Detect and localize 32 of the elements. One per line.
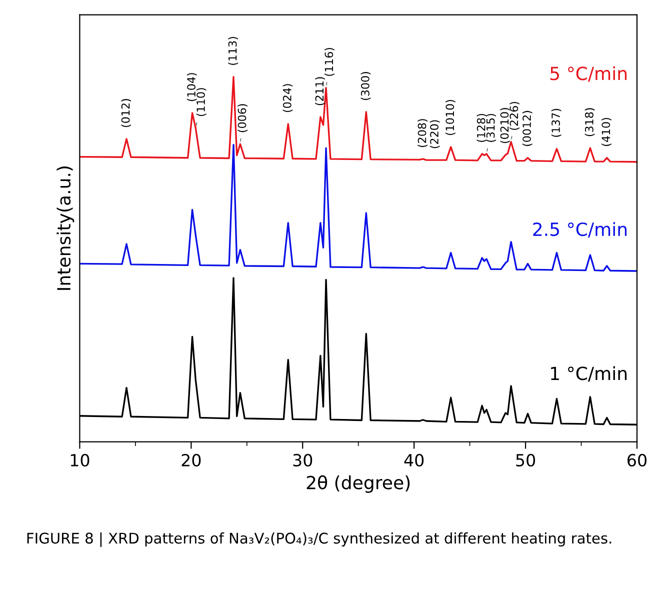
x-tick-label: 40 <box>404 454 424 466</box>
x-tick-label: 20 <box>182 454 201 466</box>
annotation: (128) <box>476 114 487 142</box>
annotation: (024) <box>282 84 293 112</box>
annotation: (315) <box>486 114 496 142</box>
series-label: 1 °C/min <box>551 366 627 382</box>
annotation: (006) <box>238 104 248 132</box>
annotation: (116) <box>324 48 334 76</box>
annotation: (104) <box>186 73 197 102</box>
annotation: (0210) <box>500 108 510 144</box>
annotation: (211) <box>315 77 325 106</box>
annotation: (220) <box>430 120 440 148</box>
annotation: (0012) <box>522 110 532 146</box>
annotation: (1010) <box>445 100 456 136</box>
annotation: (137) <box>551 108 562 137</box>
x-tick-label: 30 <box>293 454 312 466</box>
x-tick-label: 50 <box>516 454 536 466</box>
x-tick-label: 60 <box>628 454 646 466</box>
y-axis-title: Intensity(a.u.) <box>56 166 74 290</box>
annotation: (300) <box>360 72 371 100</box>
annotation: (113) <box>228 36 238 65</box>
x-tick-label: 10 <box>70 454 90 466</box>
text: 5 °C/min <box>550 66 627 82</box>
annotation: (208) <box>418 119 428 148</box>
annotation: (410) <box>602 118 612 146</box>
annotation: (012) <box>121 99 132 127</box>
annotation: (226) <box>510 102 520 130</box>
annotation: (110) <box>196 88 206 116</box>
caption: FIGURE 8 | XRD patterns of Na₃V₂(PO₄)₃/C synthesized at different heating rates. <box>27 532 612 547</box>
series-label: 2.5 °C/min <box>533 222 627 238</box>
annotation: (318) <box>584 108 595 136</box>
x-axis-title: 2θ (degree) <box>306 475 410 493</box>
